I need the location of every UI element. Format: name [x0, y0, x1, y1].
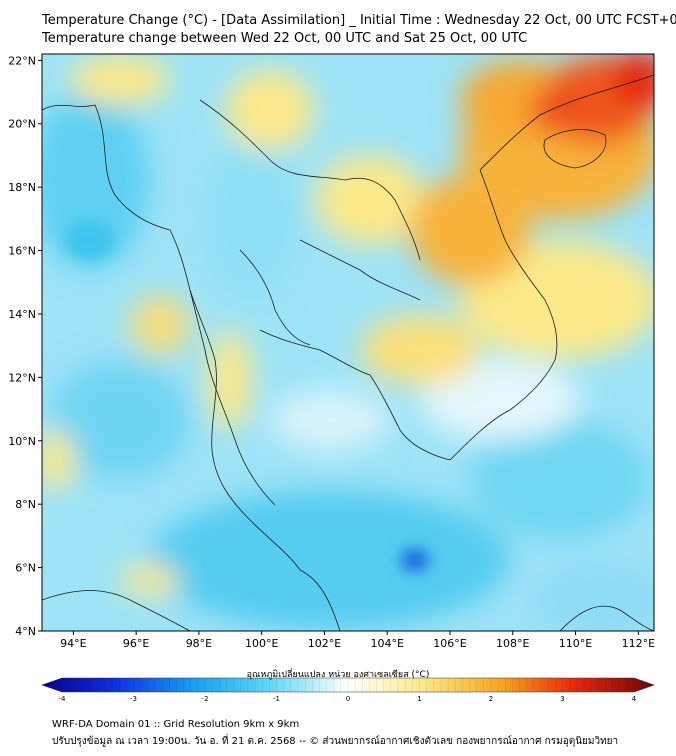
footer-model-info: WRF-DA Domain 01 :: Grid Resolution 9km …	[52, 719, 300, 730]
colorbar-ticks: -4 -3 -2 -1 0 1 2 3 4	[59, 678, 637, 703]
footer-update-info: ปรับปรุงข้อมูล ณ เวลา 19:00น. วัน อ. ที่…	[52, 736, 619, 747]
colorbar-tick-label: 0	[346, 695, 350, 703]
latitude-axis: 22°N 20°N 18°N 16°N 14°N 12°N 10°N 8°N 6°N 4°N	[8, 54, 42, 638]
lat-tick-label: 18°N	[8, 181, 36, 194]
lon-tick-label: 112°E	[622, 637, 655, 650]
lat-tick-label: 8°N	[15, 498, 36, 511]
longitude-axis: 94°E 96°E 98°E 100°E 102°E 104°E 106°E 108°E 110…	[60, 631, 655, 650]
colorbar-tick-label: -1	[273, 695, 280, 703]
lat-tick-label: 6°N	[15, 562, 36, 575]
colorbar-tick-label: 3	[560, 695, 564, 703]
map-frame	[41, 53, 655, 632]
coastline-outline	[42, 74, 654, 631]
colorbar-tick-label: -3	[130, 695, 137, 703]
chart-title: Temperature Change (°C) - [Data Assimila…	[42, 13, 676, 28]
colorbar-tick-label: -4	[59, 695, 67, 703]
temperature-change-map: 22°N 20°N 18°N 16°N 14°N 12°N 10°N 8°N 6°N 4°N 94…	[8, 53, 655, 703]
lon-tick-label: 106°E	[433, 637, 466, 650]
colorbar-label: อุณหภูมิเปลี่ยนแปลง หน่วย องศาเซลเซียส (…	[246, 670, 430, 680]
lon-tick-label: 96°E	[123, 637, 149, 650]
colorbar	[41, 677, 655, 693]
lon-tick-label: 100°E	[245, 637, 278, 650]
lon-tick-label: 102°E	[308, 637, 341, 650]
lat-tick-label: 12°N	[8, 371, 36, 384]
lat-tick-label: 4°N	[15, 625, 36, 638]
colorbar-tick-label: 2	[489, 695, 493, 703]
lon-tick-label: 94°E	[60, 637, 86, 650]
lon-tick-label: 104°E	[371, 637, 404, 650]
lat-tick-label: 14°N	[8, 308, 36, 321]
colorbar-tick-label: 1	[417, 695, 421, 703]
lon-tick-label: 98°E	[186, 637, 212, 650]
lat-tick-label: 22°N	[8, 54, 36, 67]
lat-tick-label: 20°N	[8, 118, 36, 131]
colorbar-tick-label: -2	[202, 695, 209, 703]
lon-tick-label: 108°E	[496, 637, 529, 650]
temperature-field	[42, 54, 654, 631]
chart-subtitle: Temperature change between Wed 22 Oct, 0…	[42, 31, 528, 46]
colorbar-tick-label: 4	[632, 695, 637, 703]
lon-tick-label: 110°E	[559, 637, 592, 650]
lat-tick-label: 16°N	[8, 245, 36, 258]
lat-tick-label: 10°N	[8, 435, 36, 448]
